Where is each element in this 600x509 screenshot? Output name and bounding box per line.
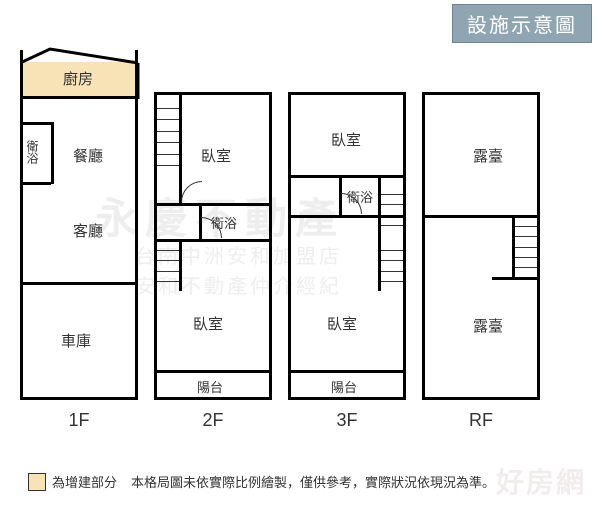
legend-swatch [28, 473, 46, 491]
floor-label-rf: RF [469, 410, 493, 431]
room-balcony-3f: 陽台 [331, 377, 357, 396]
floor-col-1f: 廚房 衛浴 餐廳 客廳 車庫 1F [20, 50, 138, 431]
room-dining: 餐廳 [73, 145, 103, 166]
room-garage: 車庫 [61, 330, 91, 351]
floor-rf: 露臺 露臺 [422, 92, 540, 400]
floor-2f: 臥室 衛浴 臥室 陽台 [154, 92, 272, 400]
legend-label: 為增建部分 [52, 472, 117, 491]
room-living: 客廳 [73, 220, 103, 241]
room-terrace-a: 露臺 [473, 145, 503, 166]
stairs-2f-down [157, 241, 179, 291]
floor-1f: 廚房 衛浴 餐廳 客廳 車庫 [20, 50, 138, 400]
stairs-2f-up [157, 97, 179, 177]
floor-3f: 臥室 衛浴 臥室 陽台 [288, 92, 406, 400]
room-bath-3f: 衛浴 [347, 187, 373, 206]
room-bath-1f: 衛浴 [24, 140, 41, 164]
door-arc-icon [181, 181, 202, 202]
room-bed-2f-a: 臥室 [201, 145, 231, 166]
floor-col-2f: 臥室 衛浴 臥室 陽台 2F [154, 92, 272, 431]
room-bed-2f-b: 臥室 [193, 313, 223, 334]
legend-note: 本格局圖未依實際比例繪製，僅供參考，實際狀況依現況為準。 [131, 472, 495, 491]
floor-label-3f: 3F [336, 410, 357, 431]
room-kitchen: 廚房 [63, 68, 93, 89]
floor-col-3f: 臥室 衛浴 臥室 陽台 3F [288, 92, 406, 431]
stairs-3f-up [381, 185, 403, 235]
stairs-rf [515, 217, 537, 277]
floorplans-row: 廚房 衛浴 餐廳 客廳 車庫 1F 臥室 衛浴 臥室 陽台 2F [20, 50, 540, 431]
stairs-3f-down [381, 241, 403, 291]
room-bed-3f-b: 臥室 [327, 313, 357, 334]
floor-col-rf: 露臺 露臺 RF [422, 92, 540, 431]
legend: 為增建部分 本格局圖未依實際比例繪製，僅供參考，實際狀況依現況為準。 [28, 472, 495, 491]
floor-label-1f: 1F [68, 410, 89, 431]
room-terrace-b: 露臺 [473, 315, 503, 336]
floor-label-2f: 2F [202, 410, 223, 431]
room-balcony-2f: 陽台 [197, 377, 223, 396]
room-bath-2f: 衛浴 [211, 213, 237, 232]
title-badge: 設施示意圖 [452, 4, 592, 43]
watermark-bottom: 好房網 [496, 461, 586, 501]
room-bed-3f-a: 臥室 [331, 129, 361, 150]
